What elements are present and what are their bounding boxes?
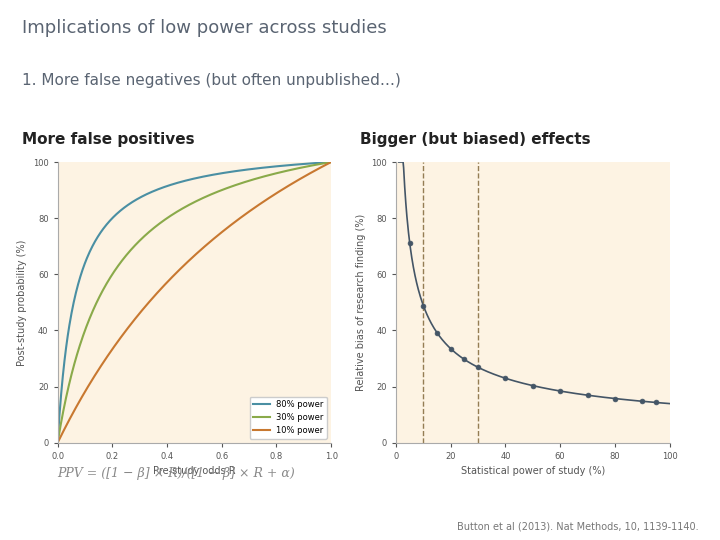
Point [431, 328, 443, 337]
30% power [185, 201, 194, 208]
10% power [216, 230, 225, 237]
30% power [184, 202, 192, 209]
Point [609, 394, 621, 403]
30% power [327, 159, 336, 165]
Point [582, 391, 593, 400]
Text: Implications of low power across studies: Implications of low power across studies [22, 19, 387, 37]
30% power [53, 438, 62, 444]
10% power [320, 162, 329, 168]
10% power [327, 159, 336, 165]
Text: More false positives: More false positives [22, 132, 194, 147]
10% power [53, 439, 62, 446]
80% power [185, 177, 194, 183]
X-axis label: Pre-study odds R: Pre-study odds R [153, 467, 235, 476]
80% power [320, 159, 329, 166]
Line: 30% power: 30% power [58, 162, 331, 441]
10% power [202, 242, 210, 249]
Point [650, 398, 662, 407]
30% power [202, 193, 210, 200]
10% power [185, 257, 194, 264]
10% power [184, 259, 192, 265]
Text: PPV = ([1 − β] × R)/([1 − β] × R + α): PPV = ([1 − β] × R)/([1 − β] × R + α) [58, 467, 295, 480]
10% power [278, 186, 287, 193]
80% power [216, 170, 225, 177]
30% power [278, 168, 287, 175]
80% power [184, 177, 192, 184]
80% power [202, 173, 210, 179]
80% power [327, 159, 336, 165]
Point [472, 363, 484, 372]
Text: 1. More false negatives (but often unpublished…): 1. More false negatives (but often unpub… [22, 73, 400, 88]
Point [459, 355, 470, 364]
80% power [53, 435, 62, 442]
Legend: 80% power, 30% power, 10% power: 80% power, 30% power, 10% power [250, 397, 327, 438]
Point [418, 301, 429, 310]
Point [636, 397, 648, 406]
Point [445, 345, 456, 353]
Point [500, 374, 511, 382]
Point [404, 239, 415, 247]
Point [554, 387, 566, 395]
Text: Bigger (but biased) effects: Bigger (but biased) effects [360, 132, 590, 147]
30% power [216, 187, 225, 194]
80% power [278, 163, 287, 169]
X-axis label: Statistical power of study (%): Statistical power of study (%) [461, 467, 605, 476]
Point [527, 381, 539, 390]
Y-axis label: Relative bias of research finding (%): Relative bias of research finding (%) [356, 214, 366, 391]
30% power [320, 160, 329, 166]
Y-axis label: Post-study probability (%): Post-study probability (%) [17, 239, 27, 366]
Text: Button et al (2013). Nat Methods, 10, 1139-1140.: Button et al (2013). Nat Methods, 10, 11… [456, 522, 698, 532]
Line: 80% power: 80% power [58, 162, 331, 438]
Line: 10% power: 10% power [58, 162, 331, 442]
